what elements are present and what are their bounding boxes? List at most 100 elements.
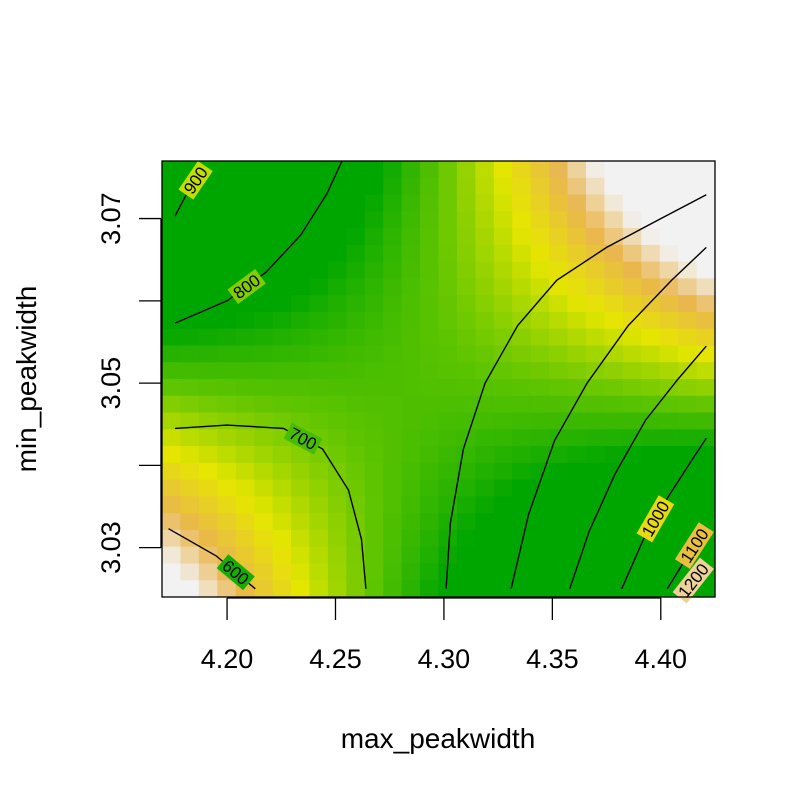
x-axis: 4.20 4.25 4.30 4.35 4.40 <box>201 597 687 674</box>
heat-cell <box>456 446 476 464</box>
heatmap-cells <box>162 161 716 598</box>
heat-cell <box>493 379 513 397</box>
heat-cell <box>254 546 274 565</box>
heat-cell <box>456 379 476 397</box>
heat-cell <box>530 161 550 179</box>
heat-cell <box>678 379 698 397</box>
heat-cell <box>622 580 642 598</box>
heat-cell <box>696 362 716 380</box>
heat-cell <box>327 295 347 313</box>
heat-cell <box>401 563 421 581</box>
heat-cell <box>420 563 440 581</box>
heat-cell <box>198 362 218 380</box>
heat-cell <box>475 311 495 330</box>
heat-cell <box>493 261 513 279</box>
heat-cell <box>364 546 384 565</box>
heat-cell <box>438 479 458 497</box>
heat-cell <box>549 161 569 179</box>
heat-cell <box>198 580 218 598</box>
heat-cell <box>162 395 182 414</box>
heat-cell <box>346 379 366 397</box>
heat-cell <box>438 228 458 246</box>
heat-cell <box>272 328 292 347</box>
heat-cell <box>604 529 624 548</box>
heat-cell <box>456 244 476 263</box>
heat-cell <box>567 580 587 598</box>
heat-cell <box>346 278 366 296</box>
heat-cell <box>162 412 182 430</box>
heat-cell <box>493 580 513 598</box>
heat-cell <box>364 278 384 296</box>
heat-cell <box>383 311 403 330</box>
heat-cell <box>493 462 513 481</box>
heat-cell <box>309 563 329 581</box>
heat-cell <box>585 379 605 397</box>
heat-cell <box>401 311 421 330</box>
heat-cell <box>475 513 495 531</box>
heat-cell <box>456 228 476 246</box>
heat-cell <box>272 513 292 531</box>
heat-cell <box>604 546 624 565</box>
heat-cell <box>585 211 605 229</box>
heat-cell <box>383 345 403 363</box>
heat-cell <box>493 529 513 548</box>
heat-cell <box>383 462 403 481</box>
heat-cell <box>180 311 200 330</box>
heat-cell <box>254 395 274 414</box>
heat-cell <box>291 379 311 397</box>
heat-cell <box>567 177 587 196</box>
heat-cell <box>549 429 569 447</box>
heat-cell <box>549 278 569 296</box>
heat-cell <box>254 446 274 464</box>
heat-cell <box>530 295 550 313</box>
heat-cell <box>235 194 255 212</box>
heat-cell <box>604 311 624 330</box>
heat-cell <box>162 563 182 581</box>
plot-frame <box>161 160 716 598</box>
heat-cell <box>162 546 182 565</box>
heat-cell <box>327 429 347 447</box>
heat-cell <box>401 194 421 212</box>
heat-cell <box>346 328 366 347</box>
heat-cell <box>696 244 716 263</box>
heat-cell <box>235 362 255 380</box>
heat-cell <box>162 228 182 246</box>
heat-cell <box>438 580 458 598</box>
heat-cell <box>549 513 569 531</box>
heat-cell <box>512 529 532 548</box>
heat-cell <box>567 362 587 380</box>
heat-cell <box>438 379 458 397</box>
heat-cell <box>401 513 421 531</box>
heat-cell <box>641 278 661 296</box>
heat-cell <box>180 462 200 481</box>
heat-cell <box>475 328 495 347</box>
heat-cell <box>475 479 495 497</box>
heat-cell <box>475 211 495 229</box>
heat-cell <box>549 563 569 581</box>
heat-cell <box>567 479 587 497</box>
heat-cell <box>567 513 587 531</box>
heat-cell <box>678 194 698 212</box>
heat-cell <box>180 446 200 464</box>
heat-cell <box>217 479 237 497</box>
heat-cell <box>346 228 366 246</box>
heat-cell <box>641 429 661 447</box>
heat-cell <box>401 161 421 179</box>
heat-cell <box>530 345 550 363</box>
heat-cell <box>696 161 716 179</box>
heat-cell <box>567 244 587 263</box>
heat-cell <box>659 328 679 347</box>
heat-cell <box>327 546 347 565</box>
heat-cell <box>346 496 366 514</box>
heat-cell <box>475 295 495 313</box>
heat-cell <box>346 311 366 330</box>
heat-cell <box>678 496 698 514</box>
heat-cell <box>659 177 679 196</box>
heat-cell <box>309 580 329 598</box>
heat-cell <box>678 311 698 330</box>
heat-cell <box>622 362 642 380</box>
contour-line-1000 <box>621 437 707 590</box>
contour-line-700 <box>445 194 707 589</box>
heat-cell <box>549 345 569 363</box>
heat-cell <box>567 328 587 347</box>
